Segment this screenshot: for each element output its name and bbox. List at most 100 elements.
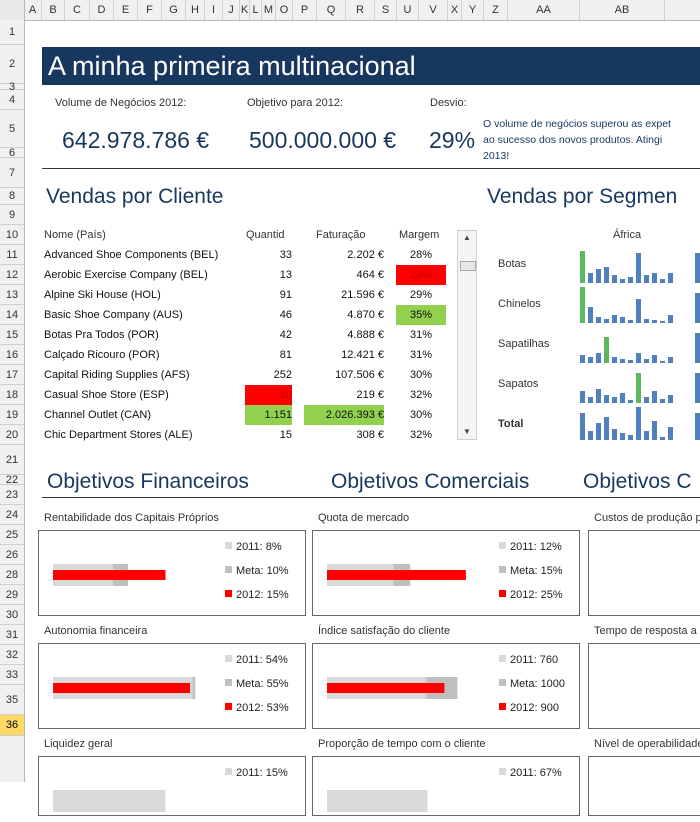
row-header[interactable]: 10 [0,225,24,245]
column-header[interactable]: I [205,0,223,20]
client-margin-cell[interactable]: 30% [409,409,433,421]
row-header[interactable]: 3 [0,81,24,93]
row-header[interactable]: 11 [0,245,24,265]
client-revenue-cell[interactable]: 4.870 € [347,309,384,321]
row-header[interactable]: 22 [0,474,24,486]
row-header[interactable]: 33 [0,665,24,685]
row-header[interactable]: 5 [0,110,24,148]
client-name-cell[interactable]: Chic Department Stores (ALE) [44,429,193,441]
column-header[interactable]: V [419,0,448,20]
column-header[interactable]: K [240,0,250,20]
client-qty-cell[interactable]: 10 [245,385,292,405]
column-header[interactable]: S [375,0,397,20]
row-header[interactable]: 36 [0,715,24,736]
client-name-cell[interactable]: Botas Pra Todos (POR) [44,329,159,341]
scroll-thumb[interactable] [460,261,476,271]
row-header[interactable]: 20 [0,425,24,445]
row-header[interactable]: 29 [0,585,24,605]
column-header[interactable]: A [24,0,42,20]
client-qty-cell[interactable]: 1.151 [245,405,292,425]
row-header[interactable]: 21 [0,445,24,475]
row-header[interactable]: 2 [0,45,24,84]
column-header[interactable]: D [90,0,114,20]
row-header[interactable]: 7 [0,158,24,188]
column-header[interactable]: G [162,0,186,20]
client-qty-cell[interactable]: 42 [279,329,292,341]
row-header[interactable]: 30 [0,605,24,625]
column-header[interactable]: AB [580,0,665,20]
column-header[interactable]: C [65,0,90,20]
client-margin-cell[interactable]: 32% [409,389,433,401]
client-margin-cell[interactable]: 28% [409,249,433,261]
column-header[interactable]: P [293,0,317,20]
client-revenue-cell[interactable]: 2.202 € [347,249,384,261]
select-all-corner[interactable] [0,0,25,20]
client-name-cell[interactable]: Advanced Shoe Components (BEL) [44,249,219,261]
row-header[interactable]: 15 [0,325,24,345]
row-header[interactable]: 35 [0,685,24,715]
client-revenue-cell[interactable]: 308 € [356,429,384,441]
row-header[interactable]: 26 [0,545,24,565]
row-header[interactable]: 16 [0,345,24,365]
row-header[interactable]: 18 [0,385,24,405]
row-header[interactable]: 8 [0,188,24,205]
client-revenue-cell[interactable]: 2.026.393 € [304,405,384,425]
client-revenue-cell[interactable]: 21.596 € [341,289,384,301]
client-qty-cell[interactable]: 13 [279,269,292,281]
column-header[interactable]: X [448,0,462,20]
row-header[interactable]: 14 [0,305,24,325]
row-header[interactable]: 6 [0,147,24,159]
row-header[interactable]: 23 [0,485,24,505]
client-qty-cell[interactable]: 46 [279,309,292,321]
row-header[interactable]: 17 [0,365,24,385]
column-header[interactable]: H [186,0,205,20]
column-header[interactable]: M [262,0,276,20]
client-name-cell[interactable]: Channel Outlet (CAN) [44,409,151,421]
row-header[interactable]: 4 [0,90,24,110]
client-name-cell[interactable]: Alpine Ski House (HOL) [44,289,161,301]
column-header[interactable]: Z [484,0,508,20]
column-header[interactable]: R [346,0,375,20]
client-revenue-cell[interactable]: 464 € [356,269,384,281]
column-header[interactable]: AA [508,0,580,20]
client-name-cell[interactable]: Basic Shoe Company (AUS) [44,309,183,321]
column-header[interactable]: Q [317,0,346,20]
row-header[interactable]: 28 [0,565,24,585]
client-revenue-cell[interactable]: 12.421 € [341,349,384,361]
row-header[interactable]: 19 [0,405,24,425]
client-margin-cell[interactable]: 31% [409,349,433,361]
scroll-up-icon[interactable]: ▲ [463,233,471,242]
client-revenue-cell[interactable]: 107.506 € [335,369,384,381]
row-header[interactable]: 31 [0,625,24,645]
scroll-down-icon[interactable]: ▼ [463,427,471,436]
client-margin-cell[interactable]: 35% [396,305,446,325]
client-margin-cell[interactable]: 30% [409,369,433,381]
column-header[interactable]: Y [462,0,484,20]
client-name-cell[interactable]: Capital Riding Supplies (AFS) [44,369,190,381]
client-margin-cell[interactable]: 32% [409,429,433,441]
row-header[interactable]: 12 [0,265,24,285]
row-header[interactable]: 32 [0,645,24,665]
client-margin-cell[interactable]: 29% [409,289,433,301]
column-header[interactable]: F [138,0,162,20]
row-header[interactable]: 13 [0,285,24,305]
column-header[interactable]: B [42,0,65,20]
client-qty-cell[interactable]: 33 [279,249,292,261]
client-revenue-cell[interactable]: 4.888 € [347,329,384,341]
column-header[interactable]: U [397,0,419,20]
row-header[interactable]: 25 [0,525,24,545]
column-header[interactable]: E [114,0,138,20]
row-header[interactable]: 1 [0,20,24,45]
client-list-scrollbar[interactable]: ▲ ▼ [457,230,477,440]
client-qty-cell[interactable]: 91 [279,289,292,301]
client-qty-cell[interactable]: 252 [273,369,292,381]
column-header[interactable]: J [223,0,240,20]
row-header[interactable]: 9 [0,205,24,225]
column-header[interactable]: O [276,0,293,20]
client-qty-cell[interactable]: 81 [279,349,292,361]
client-margin-cell[interactable]: 31% [409,329,433,341]
client-qty-cell[interactable]: 15 [279,429,292,441]
client-name-cell[interactable]: Casual Shoe Store (ESP) [44,389,169,401]
row-header[interactable]: 24 [0,505,24,525]
client-revenue-cell[interactable]: 219 € [356,389,384,401]
